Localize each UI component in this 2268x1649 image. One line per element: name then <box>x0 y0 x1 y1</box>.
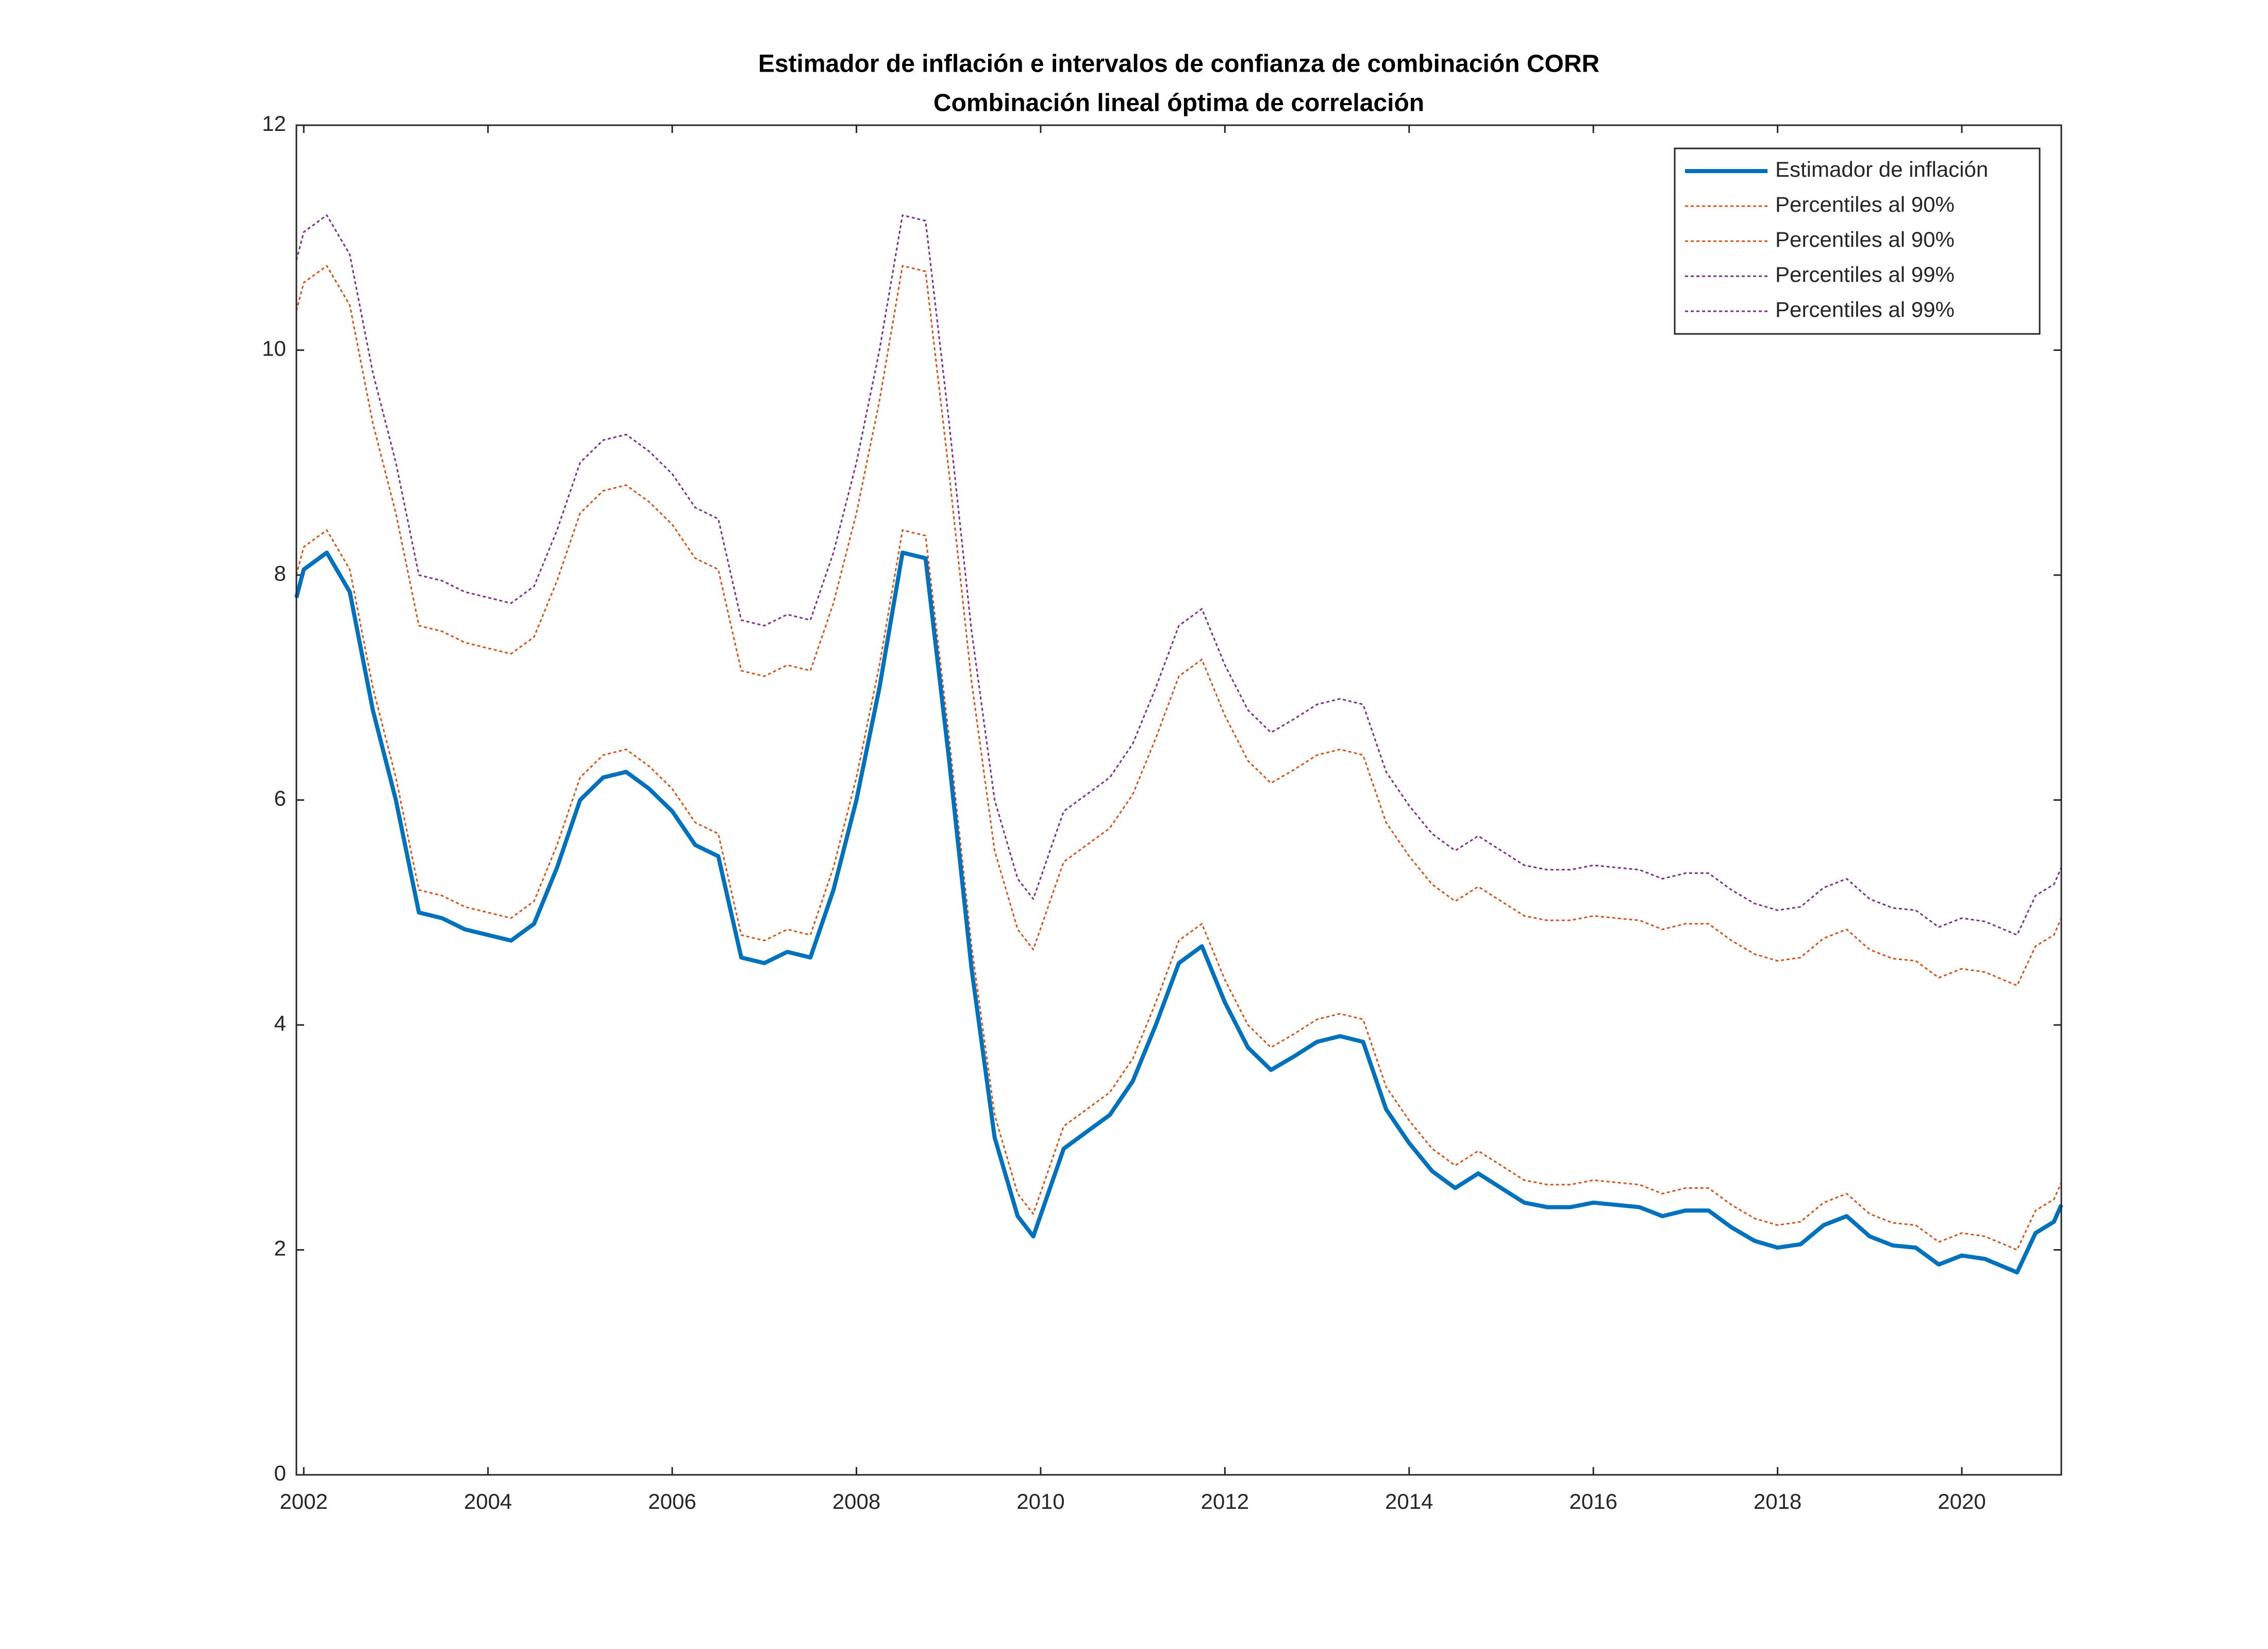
series-line <box>295 529 2062 1251</box>
y-tick-label: 8 <box>274 561 286 585</box>
y-tick-label: 0 <box>274 1461 286 1485</box>
x-tick-label: 2020 <box>1938 1489 1986 1513</box>
x-tick-label: 2002 <box>280 1489 328 1513</box>
axes-box <box>295 124 2062 1476</box>
x-tick-label: 2010 <box>1016 1489 1064 1513</box>
x-tick-label: 2012 <box>1201 1489 1249 1513</box>
x-tick-label: 2008 <box>832 1489 880 1513</box>
legend-label: Percentiles al 99% <box>1775 297 1955 322</box>
y-tick-label: 2 <box>274 1236 286 1260</box>
y-tick-label: 12 <box>262 111 286 136</box>
legend-label: Estimador de inflación <box>1775 157 1988 181</box>
legend-label: Percentiles al 90% <box>1775 192 1955 216</box>
legend-box <box>1674 147 2041 335</box>
legend-label: Percentiles al 90% <box>1775 227 1955 251</box>
y-tick-label: 6 <box>274 786 286 811</box>
x-tick-label: 2016 <box>1569 1489 1617 1513</box>
chart-title: Estimador de inflación e intervalos de c… <box>758 51 1599 78</box>
y-tick-label: 10 <box>262 336 286 361</box>
x-tick-label: 2004 <box>464 1489 512 1513</box>
chart-subtitle: Combinación lineal óptima de correlación <box>933 90 1424 117</box>
x-tick-label: 2018 <box>1754 1489 1802 1513</box>
series-line <box>295 214 2062 936</box>
y-tick-label: 4 <box>274 1011 286 1035</box>
x-tick-label: 2006 <box>648 1489 696 1513</box>
series-line <box>294 550 2063 1275</box>
x-tick-label: 2014 <box>1385 1489 1433 1513</box>
legend-label: Percentiles al 99% <box>1775 262 1955 287</box>
series-line <box>295 265 2062 987</box>
